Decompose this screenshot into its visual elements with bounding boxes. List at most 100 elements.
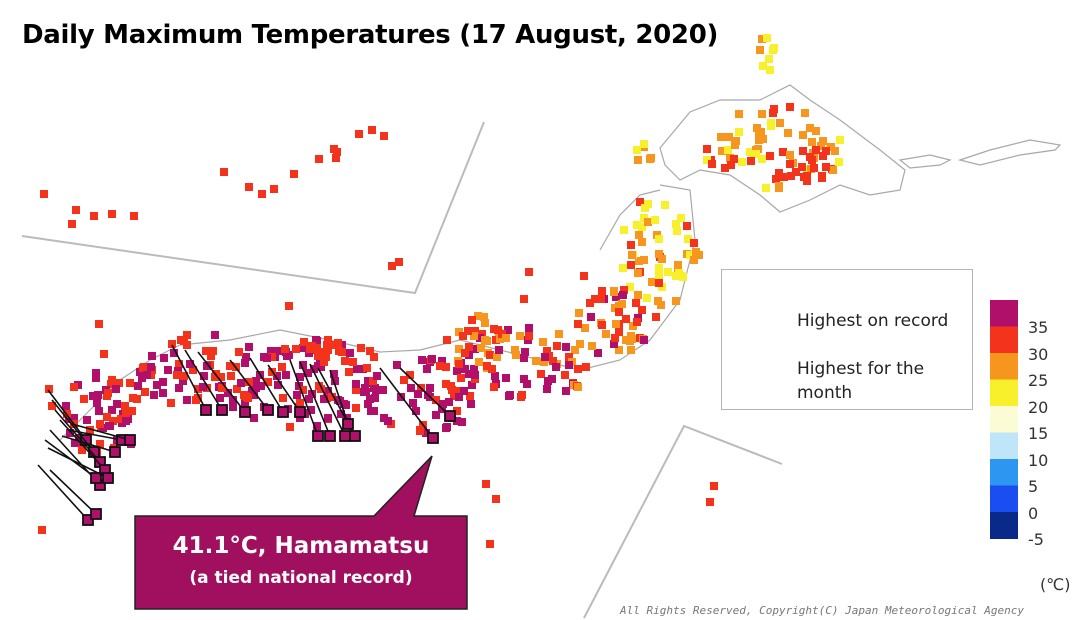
station-marker (812, 146, 820, 154)
station-marker (292, 345, 300, 353)
station-marker (817, 142, 825, 150)
scale-tick-label: 5 (1028, 477, 1039, 496)
station-marker (48, 402, 56, 410)
station-marker (92, 374, 100, 382)
station-marker (703, 145, 711, 153)
station-marker (786, 151, 794, 159)
station-marker (227, 372, 235, 380)
station-marker (363, 364, 371, 372)
station-marker (766, 66, 774, 74)
station-marker (562, 387, 570, 395)
station-marker (461, 365, 469, 373)
station-marker (633, 221, 641, 229)
station-marker (483, 337, 491, 345)
station-marker (738, 158, 746, 166)
record-leader-line (267, 364, 301, 413)
station-marker (164, 366, 172, 374)
station-marker (612, 293, 620, 301)
station-marker (470, 332, 478, 340)
record-leader-line (49, 469, 97, 515)
station-marker (799, 147, 807, 155)
station-marker (812, 127, 820, 135)
station-marker (480, 313, 488, 321)
station-marker (634, 156, 642, 164)
station-marker (455, 345, 463, 353)
station-marker (655, 279, 663, 287)
station-marker (159, 378, 167, 386)
station-marker (245, 183, 253, 191)
station-marker (632, 299, 640, 307)
station-marker (490, 383, 498, 391)
station-marker (610, 287, 618, 295)
station-marker (134, 382, 142, 390)
station-marker (121, 402, 129, 410)
station-marker (273, 372, 281, 380)
station-marker (314, 352, 322, 360)
station-marker (644, 200, 652, 208)
station-marker (459, 332, 467, 340)
station-marker (71, 439, 79, 447)
station-marker (574, 365, 582, 373)
station-marker (465, 343, 473, 351)
station-marker (113, 400, 121, 408)
station-marker (627, 346, 635, 354)
scale-tick-label: -5 (1028, 530, 1044, 549)
station-marker (762, 184, 770, 192)
station-marker (588, 342, 596, 350)
station-marker (703, 156, 711, 164)
station-marker (409, 399, 417, 407)
station-marker (759, 62, 767, 70)
station-marker (643, 294, 651, 302)
station-marker (183, 341, 191, 349)
station-marker (504, 326, 512, 334)
station-marker (758, 35, 766, 43)
station-marker (628, 251, 636, 259)
station-marker (620, 286, 628, 294)
station-marker (598, 321, 606, 329)
station-marker (89, 392, 97, 400)
station-marker (471, 345, 479, 353)
station-marker (328, 393, 336, 401)
station-marker (275, 347, 283, 355)
station-marker (646, 155, 654, 163)
record-station-box (90, 472, 102, 484)
inset-frame-islands (21, 121, 485, 295)
station-marker (366, 395, 374, 403)
station-marker (218, 384, 226, 392)
station-marker (672, 220, 680, 228)
record-leader-line (59, 419, 106, 471)
station-marker (464, 327, 472, 335)
record-station-box (349, 430, 361, 442)
scale-segment (990, 512, 1018, 539)
station-marker (470, 365, 478, 373)
station-marker (349, 358, 357, 366)
station-marker (108, 406, 116, 414)
station-marker (362, 388, 370, 396)
station-marker (183, 331, 191, 339)
station-marker (244, 394, 252, 402)
station-marker (634, 291, 642, 299)
station-marker (129, 394, 137, 402)
station-marker (90, 212, 98, 220)
station-marker (483, 362, 491, 370)
station-marker (635, 257, 643, 265)
station-marker (324, 414, 332, 422)
station-marker (241, 359, 249, 367)
station-marker (320, 358, 328, 366)
station-marker (442, 380, 450, 388)
scale-segment (990, 459, 1018, 486)
station-marker (836, 136, 844, 144)
station-marker (664, 268, 672, 276)
station-marker (229, 396, 237, 404)
station-marker (168, 340, 176, 348)
record-leader-line (249, 357, 284, 413)
station-marker (511, 346, 519, 354)
station-marker (108, 210, 116, 218)
station-marker (103, 413, 111, 421)
station-marker (283, 352, 291, 360)
station-marker (786, 160, 794, 168)
station-marker (673, 227, 681, 235)
station-marker (245, 343, 253, 351)
station-marker (517, 393, 525, 401)
station-marker (83, 416, 91, 424)
